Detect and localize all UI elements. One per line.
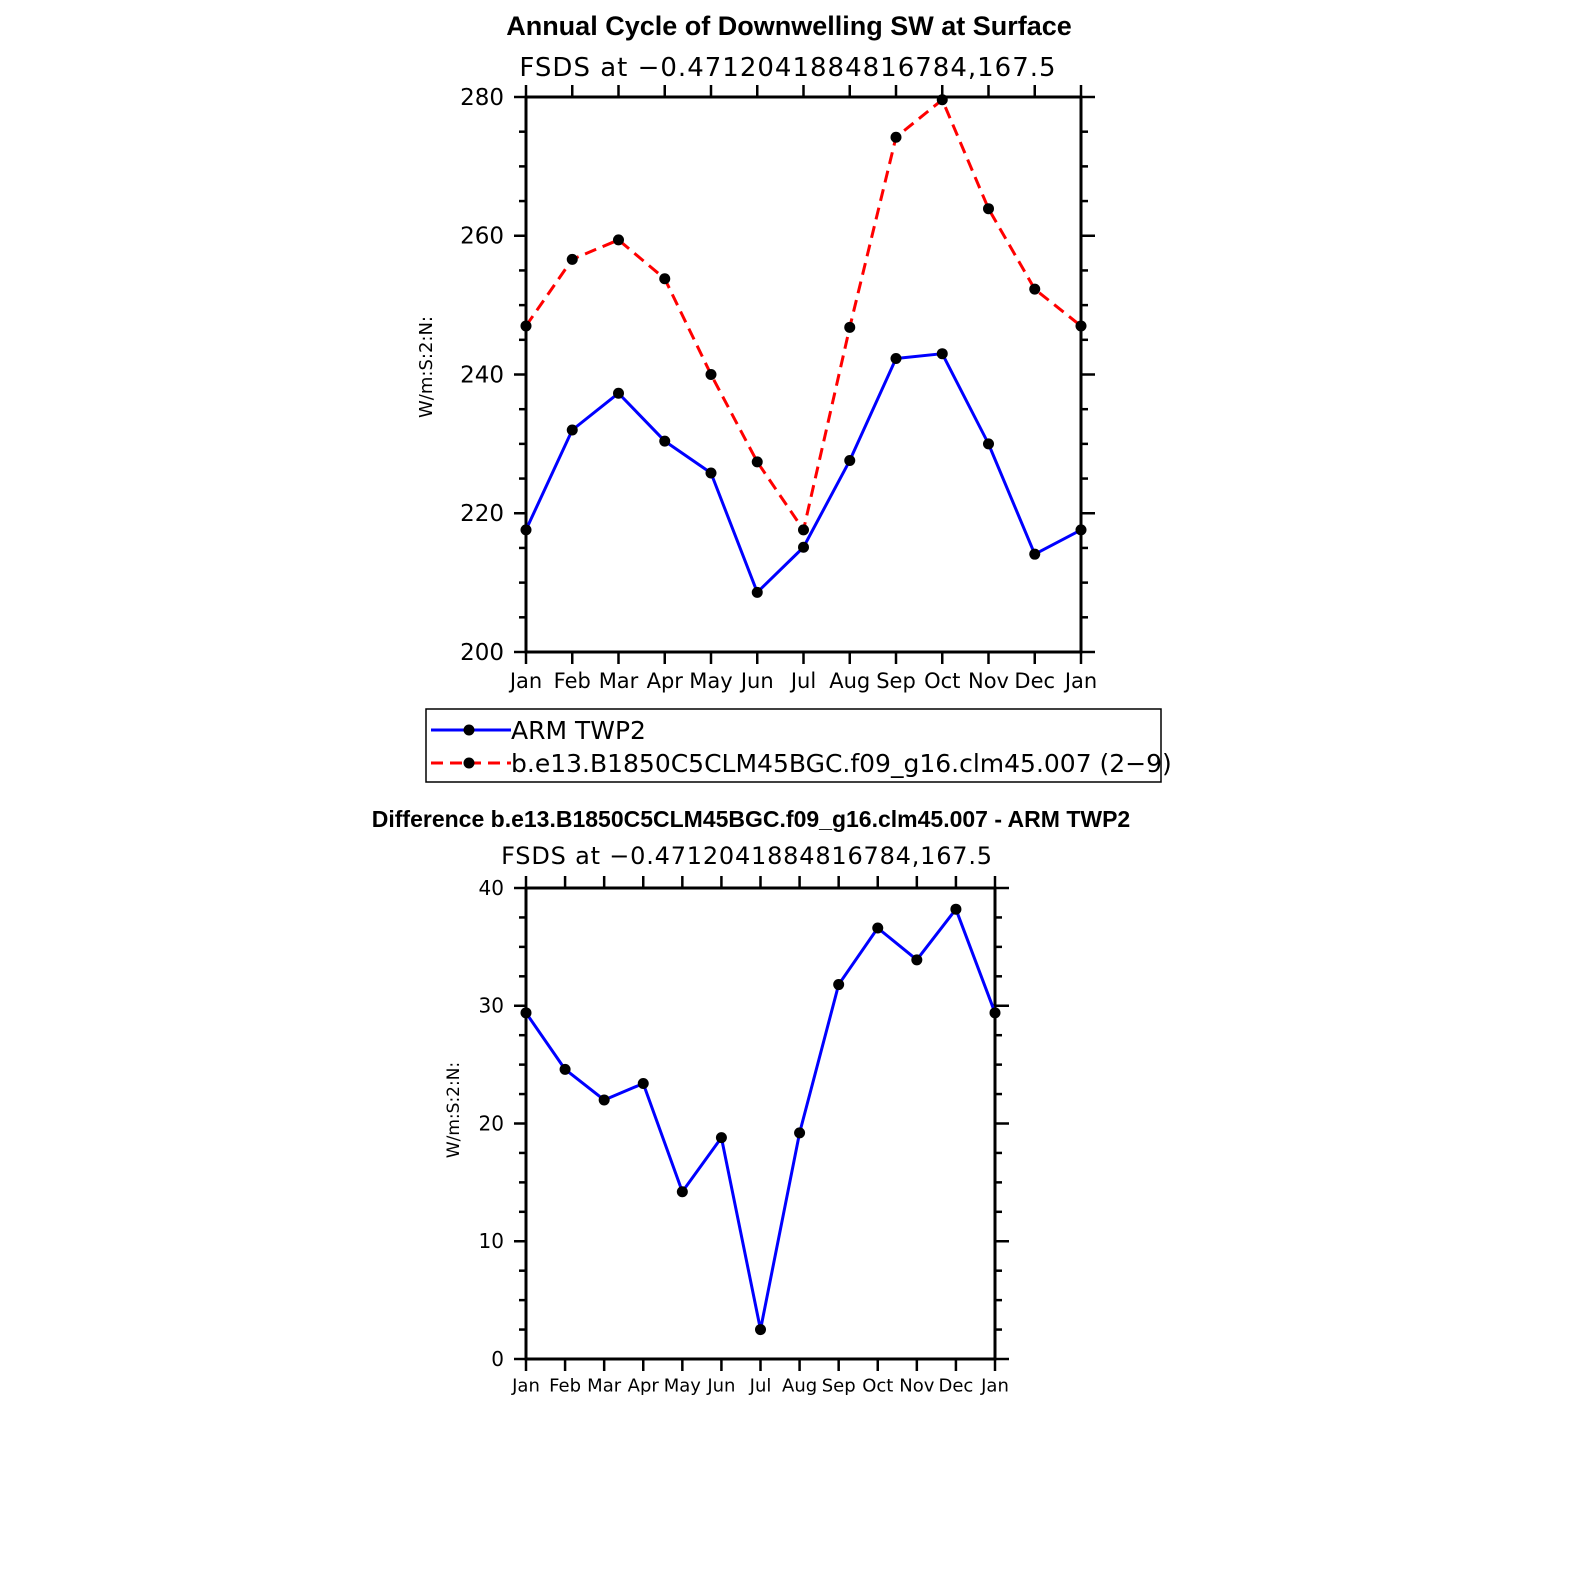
x-tick-label: Oct [862,1376,893,1397]
legend-obs-label: ARM TWP2 [511,716,646,745]
x-tick-label: Dec [938,1376,973,1397]
x-tick-label: Jun [739,669,774,693]
data-point [715,1132,727,1144]
y-tick-label: 280 [460,85,504,111]
x-tick-label: Jan [1063,669,1097,693]
data-point [890,131,902,143]
bottom-chart-ylabel: W/m:S:2:N: [444,1062,464,1158]
y-tick-label: 220 [460,501,504,527]
top-chart-ylabel: W/m:S:2:N: [416,316,437,418]
data-point [911,954,923,966]
series-line-0 [524,907,997,1332]
plot-frame [524,95,1083,654]
bottom-plot-area: Jan Feb Mar Apr May Jun Jul Aug Sep Oct Nov Dec Jan 0… [479,876,1009,1397]
data-point [659,435,671,447]
data-point [798,524,809,536]
y-tick-label: 40 [479,876,504,900]
plot-frame [524,886,997,1361]
y-tick-label: 260 [460,224,504,250]
data-point [598,1094,610,1106]
x-tick-label: Feb [554,669,591,693]
x-tick-label: Mar [599,669,639,693]
data-point [844,455,856,467]
top-chart-title: Annual Cycle of Downwelling SW at Surfac… [506,11,1072,41]
data-point [755,1324,766,1336]
x-tick-label: Jun [706,1376,735,1397]
data-point [751,586,763,598]
data-point [989,1007,1001,1019]
x-tick-label: Dec [1014,669,1055,693]
x-tick-label: Apr [647,669,684,693]
y-tick-label: 240 [460,362,504,388]
data-point [659,273,671,285]
data-point [520,524,532,536]
data-point [936,94,948,106]
x-tick-label: Aug [782,1376,817,1397]
data-point [936,348,948,360]
data-point [1029,548,1041,560]
data-point [637,1077,649,1089]
data-point [844,321,856,333]
data-point [613,387,624,399]
x-tick-label: Apr [628,1376,660,1397]
legend-box [425,708,1162,783]
x-tick-label: May [689,669,732,693]
bottom-chart-title: Difference b.e13.B1850C5CLM45BGC.f09_g16… [372,806,1130,832]
legend-model-marker [463,757,475,769]
data-point [705,369,717,380]
data-point [613,234,624,246]
data-point [794,1127,806,1139]
x-tick-label: Nov [899,1376,934,1397]
x-tick-label: Nov [968,669,1009,693]
data-point [559,1063,571,1075]
x-tick-label: Jul [789,669,816,693]
x-tick-label: Jan [980,1376,1009,1397]
data-point [872,922,884,934]
x-tick-label: Jan [511,1376,540,1397]
data-point [833,979,845,991]
legend-obs-marker [463,724,475,736]
data-point [890,353,902,365]
top-chart-subtitle: FSDS at −0.4712041884816784,167.5 [519,53,1056,83]
legend-model-label: b.e13.B1850C5CLM45BGC.f09_g16.clm45.007 … [511,749,1172,778]
x-tick-label: Sep [822,1376,856,1397]
x-tick-label: Jul [749,1376,772,1397]
data-point [798,541,809,553]
y-tick-label: 0 [491,1347,504,1371]
y-tick-label: 200 [460,640,504,666]
data-point [983,203,994,215]
data-point [1075,320,1087,332]
y-tick-label: 30 [479,994,504,1018]
x-tick-label: Jan [508,669,542,693]
y-tick-label: 20 [479,1111,504,1135]
x-tick-label: Aug [829,669,870,693]
data-point [1029,283,1041,295]
data-point [566,424,578,436]
data-point [520,320,532,332]
data-point [1075,524,1087,536]
legend: ARM TWP2 b.e13.B1850C5CLM45BGC.f09_g16.c… [425,708,1172,783]
y-tick-label: 10 [479,1229,504,1253]
series-line-0 [524,352,1082,594]
x-tick-label: Mar [587,1376,622,1397]
data-point [705,467,717,479]
data-point [950,903,962,915]
x-tick-label: May [664,1376,702,1397]
x-tick-label: Feb [549,1376,581,1397]
x-tick-label: Oct [924,669,960,693]
top-plot-area: Jan Feb Mar Apr May Jun Jul Aug Sep Oct Nov Dec Jan2… [460,85,1097,693]
data-point [520,1007,532,1019]
data-point [983,438,994,450]
data-point [751,456,763,468]
x-tick-label: Sep [876,669,916,693]
data-point [676,1186,688,1198]
data-point [566,253,578,265]
bottom-chart-subtitle: FSDS at −0.4712041884816784,167.5 [501,842,993,870]
